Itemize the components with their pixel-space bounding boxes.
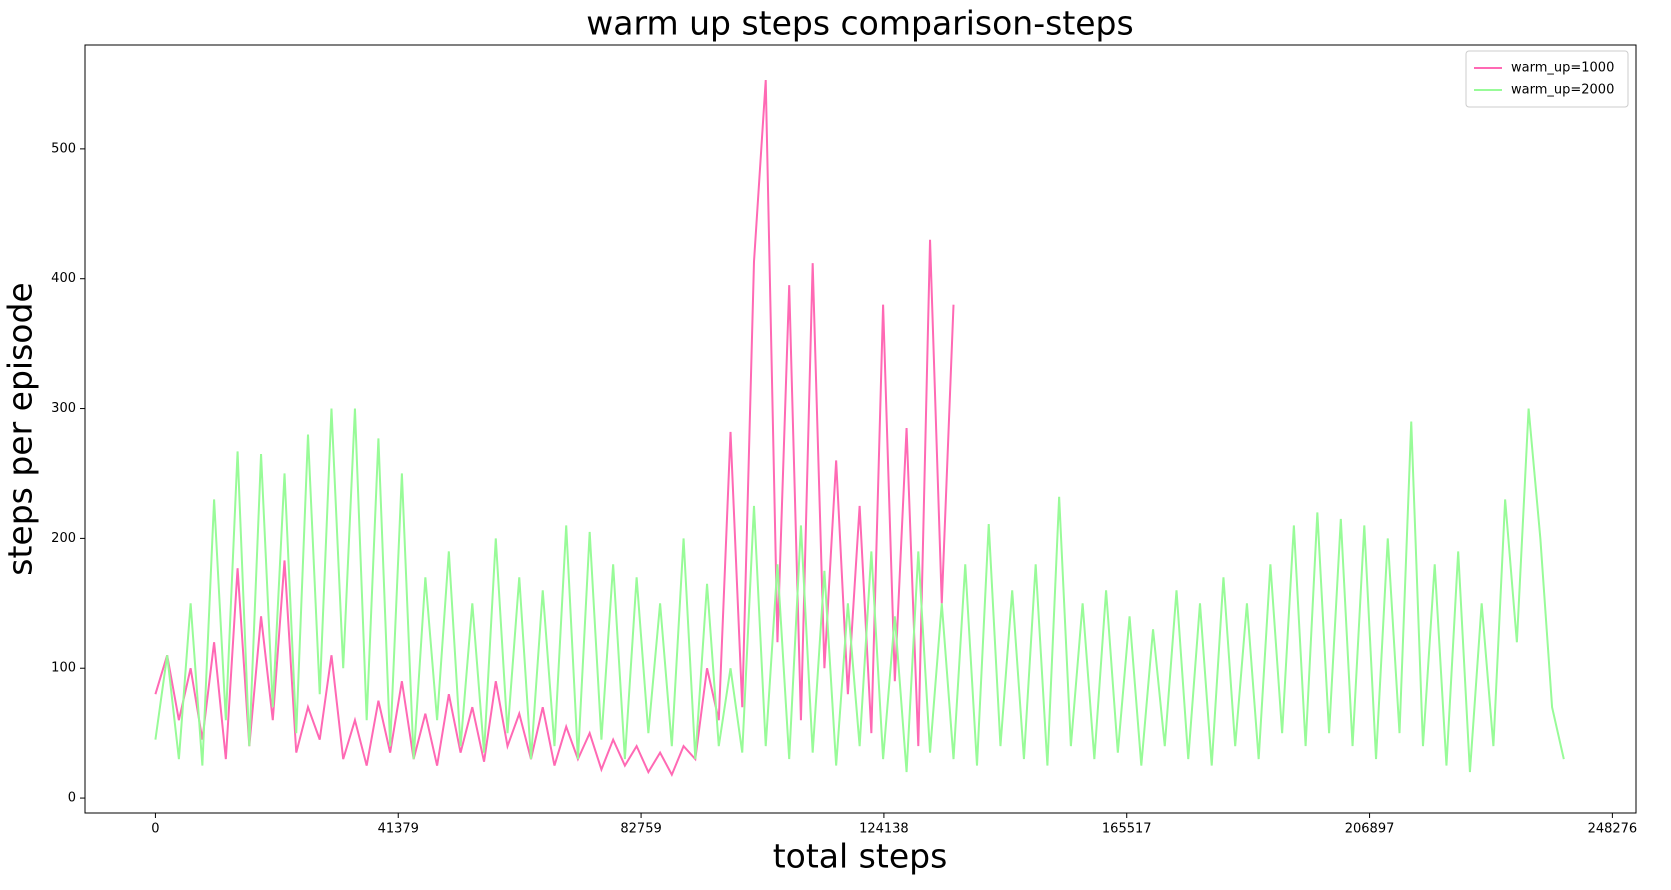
x-tick-label: 41379 — [378, 822, 419, 837]
x-tick-label: 82759 — [620, 822, 661, 837]
legend-label: warm_up=1000 — [1511, 61, 1614, 76]
series-line — [154, 79, 955, 778]
plot — [154, 79, 1565, 778]
plot-frame — [84, 44, 1637, 814]
y-axis-label: steps per episode — [1, 282, 40, 575]
y-tick-label: 400 — [51, 271, 76, 286]
chart-title: warm up steps comparison-steps — [586, 4, 1133, 43]
x-axis-label: total steps — [773, 837, 948, 876]
y-tick-label: 200 — [51, 531, 76, 546]
y-tick-label: 0 — [68, 791, 76, 806]
x-tick-label: 124138 — [859, 822, 909, 837]
x-tick-label: 0 — [151, 822, 159, 837]
x-tick-label: 248276 — [1588, 822, 1638, 837]
series-line — [154, 408, 1565, 773]
x-tick-label: 206897 — [1345, 822, 1395, 837]
y-tick-label: 300 — [51, 401, 76, 416]
y-tick-label: 100 — [51, 661, 76, 676]
legend-label: warm_up=2000 — [1511, 83, 1614, 98]
x-tick-label: 165517 — [1102, 822, 1152, 837]
y-tick-label: 500 — [51, 141, 76, 156]
legend-box — [1465, 50, 1629, 108]
